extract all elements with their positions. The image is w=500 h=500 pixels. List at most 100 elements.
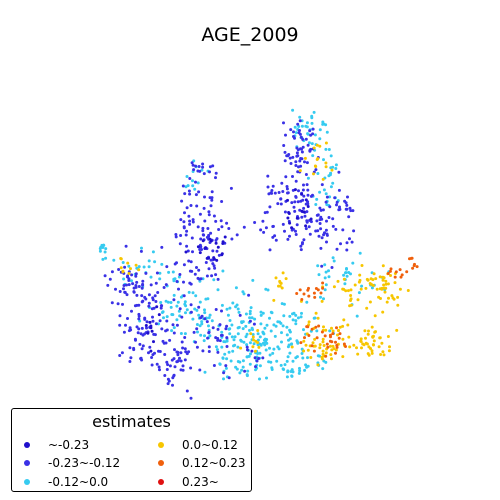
scatter-point xyxy=(128,360,132,363)
scatter-point xyxy=(301,241,304,245)
scatter-point xyxy=(266,185,270,189)
scatter-point xyxy=(225,345,229,348)
scatter-point xyxy=(357,280,361,284)
scatter-point xyxy=(313,316,317,320)
scatter-point xyxy=(250,326,254,330)
scatter-point xyxy=(280,340,283,344)
scatter-point xyxy=(299,315,303,319)
scatter-point xyxy=(223,235,227,239)
scatter-point xyxy=(227,350,231,354)
scatter-point xyxy=(191,179,194,183)
scatter-point xyxy=(184,250,188,254)
scatter-point xyxy=(166,382,170,386)
scatter-point xyxy=(294,179,298,183)
scatter-point xyxy=(252,322,256,326)
scatter-point xyxy=(306,188,310,192)
scatter-point xyxy=(187,259,191,263)
scatter-point xyxy=(248,312,252,316)
scatter-point xyxy=(334,348,338,352)
scatter-point xyxy=(254,368,257,372)
scatter-point xyxy=(225,221,229,225)
scatter-point xyxy=(186,249,190,253)
scatter-point xyxy=(148,320,152,324)
scatter-point xyxy=(296,148,300,152)
scatter-point xyxy=(295,154,299,158)
scatter-point xyxy=(253,317,257,321)
scatter-point xyxy=(271,351,275,355)
scatter-point xyxy=(106,283,110,287)
scatter-point xyxy=(103,250,107,254)
scatter-point xyxy=(285,325,289,329)
scatter-point xyxy=(161,339,165,343)
scatter-point xyxy=(283,363,287,367)
scatter-point xyxy=(389,274,392,277)
scatter-point xyxy=(380,341,384,345)
scatter-point xyxy=(179,359,183,363)
scatter-point xyxy=(122,330,126,334)
scatter-point xyxy=(245,355,249,359)
scatter-point xyxy=(305,183,309,187)
scatter-point xyxy=(196,245,200,249)
scatter-point xyxy=(119,257,123,260)
scatter-point xyxy=(183,192,187,196)
scatter-point xyxy=(239,346,243,350)
scatter-point xyxy=(150,356,154,359)
scatter-point xyxy=(201,349,205,353)
scatter-point xyxy=(151,298,155,302)
scatter-point xyxy=(181,184,185,188)
scatter-point xyxy=(325,195,329,199)
scatter-point xyxy=(192,168,196,172)
scatter-point xyxy=(167,379,171,383)
scatter-point xyxy=(315,197,319,201)
scatter-point xyxy=(300,150,304,154)
legend-entry-6: 0.23~ xyxy=(158,474,219,490)
scatter-point xyxy=(384,279,388,283)
scatter-point xyxy=(214,219,218,223)
scatter-point xyxy=(194,340,197,344)
scatter-point xyxy=(308,232,312,236)
scatter-point xyxy=(137,312,141,316)
scatter-point xyxy=(215,258,219,262)
scatter-point xyxy=(374,277,378,281)
scatter-point xyxy=(302,339,306,343)
scatter-point xyxy=(286,216,290,220)
scatter-point xyxy=(194,164,198,168)
scatter-point xyxy=(229,186,233,190)
scatter-point xyxy=(405,270,409,274)
scatter-point xyxy=(203,317,207,321)
scatter-point xyxy=(189,310,193,314)
scatter-point xyxy=(209,231,213,235)
scatter-point xyxy=(342,318,346,322)
scatter-point xyxy=(359,340,363,343)
scatter-point xyxy=(227,227,231,230)
scatter-point xyxy=(143,316,147,320)
scatter-point xyxy=(226,313,230,317)
scatter-point xyxy=(321,281,325,285)
scatter-point xyxy=(309,133,313,137)
scatter-point xyxy=(370,349,374,353)
scatter-point xyxy=(292,130,295,134)
scatter-point xyxy=(207,210,211,214)
scatter-point xyxy=(322,233,326,237)
scatter-point xyxy=(228,319,232,322)
scatter-point xyxy=(147,293,151,297)
scatter-point xyxy=(182,220,186,224)
scatter-point xyxy=(179,218,183,222)
scatter-point xyxy=(212,214,216,218)
scatter-point xyxy=(283,159,287,163)
scatter-point xyxy=(124,244,128,248)
scatter-point xyxy=(270,189,274,192)
scatter-point xyxy=(189,282,193,286)
scatter-point xyxy=(294,195,298,198)
scatter-point xyxy=(191,218,195,222)
scatter-point xyxy=(331,217,335,221)
scatter-point xyxy=(387,296,390,300)
scatter-point xyxy=(393,275,397,279)
scatter-point xyxy=(353,283,357,287)
scatter-point xyxy=(174,233,178,236)
scatter-point xyxy=(168,364,172,368)
scatter-point xyxy=(310,116,314,120)
scatter-point xyxy=(114,287,117,291)
scatter-point xyxy=(331,256,335,260)
scatter-point xyxy=(151,315,154,319)
